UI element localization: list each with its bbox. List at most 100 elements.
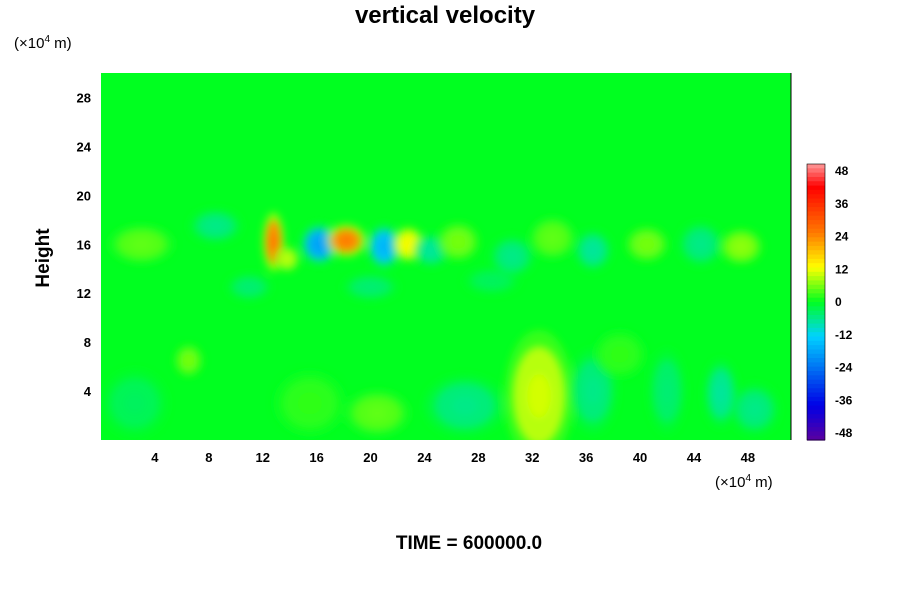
x-tick-label: 40: [633, 450, 647, 465]
heatmap-feature-core: [527, 373, 551, 418]
colorbar-segment: [807, 215, 825, 221]
y-axis-unit-exp: 4: [44, 34, 50, 45]
x-axis-unit-base: (×10: [715, 474, 745, 491]
colorbar-segment: [807, 293, 825, 299]
colorbar-segment: [807, 228, 825, 234]
colorbar: [806, 163, 826, 441]
colorbar-segment: [807, 306, 825, 312]
heatmap-feature-core: [402, 238, 414, 251]
colorbar-tick-label: 24: [835, 230, 849, 244]
colorbar-tick-labels: 48 36 24 12 0 -12 -24 -36 -48: [835, 164, 853, 440]
x-tick-label: 32: [525, 450, 539, 465]
heatmap-feature-core: [544, 230, 561, 246]
colorbar-segment: [807, 358, 825, 363]
x-tick-label: 24: [417, 450, 432, 465]
colorbar-segment: [807, 245, 825, 251]
heatmap-feature-core: [746, 401, 763, 418]
colorbar-segment: [807, 220, 825, 225]
colorbar-segment: [807, 340, 825, 346]
colorbar-segment: [807, 345, 825, 351]
colorbar-frame: [806, 163, 826, 441]
heatmap-feature-core: [269, 231, 278, 252]
x-tick-label: 4: [151, 450, 159, 465]
colorbar-segment: [807, 297, 825, 303]
y-tick-labels: 4 8 12 16 20 24 28: [77, 90, 92, 399]
x-axis-unit-tail: m): [751, 474, 773, 491]
colorbar-tick-label: -12: [835, 328, 853, 342]
colorbar-segment: [807, 302, 825, 307]
heatmap-feature-core: [610, 346, 629, 363]
colorbar-segment: [807, 431, 825, 437]
y-tick-label: 24: [77, 139, 92, 154]
colorbar-segment: [807, 401, 825, 407]
heatmap-feature-core: [504, 249, 520, 264]
y-tick-label: 28: [77, 90, 91, 105]
heatmap-feature-core: [297, 392, 323, 415]
chart-title: vertical velocity: [355, 2, 536, 29]
colorbar-tick-label: -48: [835, 426, 853, 440]
heatmap-feature-core: [282, 254, 292, 264]
colorbar-segment: [807, 336, 825, 342]
colorbar-tick-label: -24: [835, 361, 853, 375]
colorbar-segment: [807, 233, 825, 238]
heatmap-feature-core: [715, 382, 727, 405]
colorbar-segment: [807, 327, 825, 333]
colorbar-segment: [807, 310, 825, 316]
colorbar-segment: [807, 388, 825, 394]
colorbar-tick-label: 0: [835, 295, 842, 309]
colorbar-segment: [807, 319, 825, 325]
y-axis-label: Height: [33, 228, 54, 288]
colorbar-segment: [807, 198, 825, 204]
colorbar-segment: [807, 194, 825, 200]
plot-area: [101, 73, 791, 440]
colorbar-segment: [807, 207, 825, 213]
colorbar-segment: [807, 418, 825, 424]
x-tick-label: 48: [741, 450, 755, 465]
heatmap-feature-core: [183, 354, 194, 366]
heatmap-feature-core: [482, 276, 501, 286]
colorbar-segment: [807, 258, 825, 264]
colorbar-segment: [807, 202, 825, 208]
colorbar-segment: [807, 263, 825, 269]
colorbar-segment: [807, 396, 825, 402]
heatmap-feature-core: [693, 237, 708, 252]
y-tick-label: 12: [77, 286, 91, 301]
colorbar-segment: [807, 176, 825, 182]
heatmap-feature-core: [313, 237, 326, 251]
colorbar-segment: [807, 185, 825, 191]
colorbar-segment: [807, 332, 825, 338]
heatmap-feature-core: [378, 239, 390, 254]
colorbar-segment: [807, 271, 825, 277]
colorbar-segment: [807, 405, 825, 411]
heatmap-feature-core: [366, 405, 389, 421]
heatmap-feature-core: [339, 235, 353, 247]
heatmap-feature-core: [241, 282, 257, 292]
colorbar-segment: [807, 211, 825, 217]
colorbar-segment: [807, 267, 825, 273]
x-axis-unit-exp: 4: [745, 473, 751, 484]
y-axis-unit-tail: m): [50, 35, 72, 52]
colorbar-tick-label: 12: [835, 262, 849, 276]
colorbar-segment: [807, 323, 825, 329]
colorbar-segment: [807, 172, 825, 178]
heatmap-feature-core: [361, 282, 380, 292]
heatmap-feature-core: [585, 377, 601, 405]
heatmap-feature-core: [450, 235, 466, 249]
heatmap-feature-core: [660, 377, 674, 405]
colorbar-segment: [807, 414, 825, 420]
colorbar-segment: [807, 409, 825, 415]
heatmap-feature-core: [733, 240, 749, 253]
colorbar-segment: [807, 435, 825, 441]
colorbar-segment: [807, 422, 825, 428]
colorbar-segment: [807, 314, 825, 320]
colorbar-segment: [807, 224, 825, 230]
y-tick-label: 8: [84, 335, 91, 350]
heatmap-feature-core: [639, 238, 655, 251]
colorbar-segment: [807, 349, 825, 355]
x-axis-unit: (×104 m): [715, 473, 773, 491]
y-axis-unit-base: (×10: [14, 35, 44, 52]
heatmap-feature-core: [130, 237, 153, 251]
colorbar-segment: [807, 371, 825, 376]
